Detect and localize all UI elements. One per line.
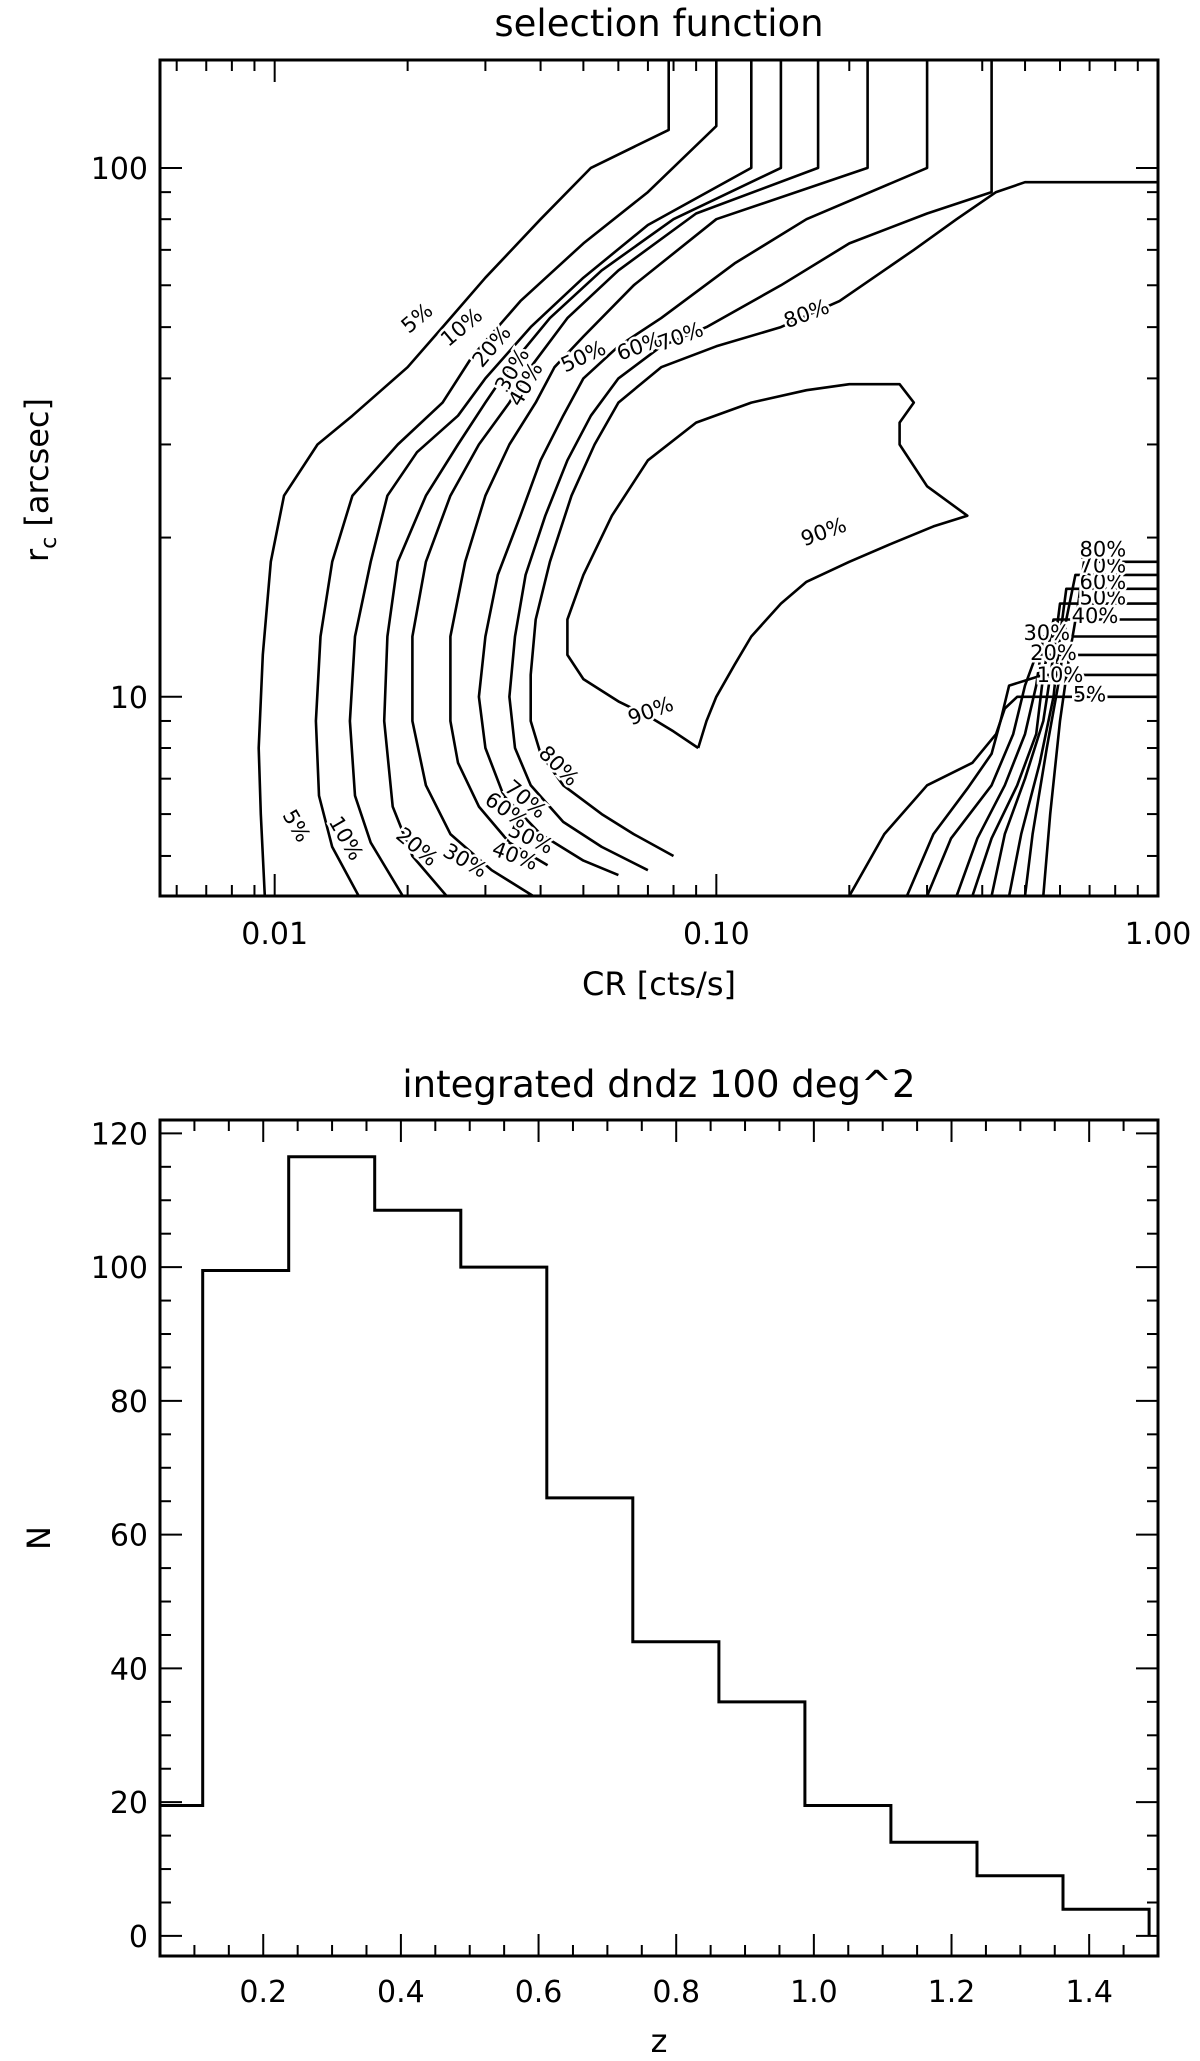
contour-10pct-lower: [905, 673, 1158, 897]
contour-70pct-lower: [1023, 573, 1158, 897]
x-tick-label: 1.0: [790, 1975, 838, 2010]
y-tick-label: 80: [110, 1385, 148, 1420]
contour-label: 50%: [1079, 586, 1126, 610]
contour-label: 30%: [1023, 621, 1070, 645]
histogram-bin: [375, 1210, 461, 1956]
y-tick-label: 100: [91, 1251, 148, 1286]
contour-label: 30%: [439, 839, 491, 883]
contour-lines: [257, 60, 1158, 898]
histogram-bin: [633, 1642, 719, 1956]
axis-ticks: [160, 1120, 1158, 1956]
histogram-bin: [203, 1270, 289, 1956]
contour-label: 5%: [278, 805, 315, 846]
chart-title: integrated dndz 100 deg^2: [402, 1063, 915, 1106]
contour-20pct: [348, 60, 753, 897]
plot-frame: [158, 1118, 1160, 1958]
histogram-bin: [977, 1876, 1063, 1956]
contour-80pct-lower: [1042, 560, 1158, 897]
contour-label: 10%: [1037, 663, 1084, 687]
y-tick-label: 60: [110, 1519, 148, 1554]
contour-30pct-lower: [955, 635, 1158, 897]
histogram-bin: [461, 1267, 547, 1956]
histogram-bin: [289, 1157, 375, 1956]
histogram-bins: [160, 1157, 1149, 1956]
histogram-bin: [805, 1806, 891, 1956]
dndz-histogram-chart: integrated dndz 100 deg^2 0.2 0.4 0.6 0.8 1.…: [20, 1063, 1160, 2060]
y-tick-label: 40: [110, 1652, 148, 1687]
x-axis-label: CR [cts/s]: [582, 965, 736, 1003]
contour-label: 90%: [798, 513, 850, 552]
histogram-bin: [547, 1498, 633, 1956]
contour-80pct: [529, 180, 1158, 858]
contour-5pct-lower: [848, 695, 1158, 897]
contour-50pct: [449, 60, 869, 867]
x-tick-label: 0.2: [239, 1975, 287, 2010]
y-tick-label: 100: [91, 152, 148, 187]
x-tick-label: 0.10: [683, 917, 750, 952]
contour-10pct: [314, 60, 718, 897]
y-tick-label: 20: [110, 1786, 148, 1821]
y-axis-label: N: [20, 1526, 58, 1550]
contour-label: 20%: [1030, 641, 1077, 665]
plot-frame: [158, 58, 1160, 898]
contour-5pct: [257, 60, 670, 897]
y-tick-label: 120: [91, 1117, 148, 1152]
x-tick-label: 1.4: [1065, 1975, 1113, 2010]
histogram-line: [160, 1155, 1151, 1936]
histogram-bin: [1063, 1909, 1149, 1956]
x-tick-label: 0.01: [241, 917, 308, 952]
y-axis-label-rest: [arcsec]: [18, 398, 56, 537]
contour-40pct-lower: [971, 618, 1158, 897]
y-tick-label: 10: [110, 681, 148, 716]
x-tick-label: 1.2: [928, 1975, 976, 2010]
contour-30pct: [382, 60, 783, 897]
y-axis-label: rc [arcsec]: [18, 398, 62, 562]
y-tick-labels: 0 20 40 60 80 100 120: [91, 1117, 148, 1955]
contour-label: 80%: [1079, 537, 1126, 561]
histogram-bin: [891, 1842, 977, 1956]
contour-40pct: [411, 60, 820, 898]
contour-label: 60%: [1079, 570, 1126, 594]
y-tick-label: 0: [129, 1920, 148, 1955]
x-axis-label: z: [651, 2022, 668, 2060]
contour-label: 20%: [391, 823, 442, 871]
contour-50pct-lower: [990, 602, 1158, 897]
histogram-bin: [160, 1806, 203, 1956]
contour-60pct: [477, 60, 929, 877]
contour-label: 70%: [655, 317, 707, 356]
contour-label: 70%: [1079, 554, 1126, 578]
x-tick-label: 1.00: [1125, 917, 1192, 952]
y-axis-label-sub: c: [37, 537, 62, 549]
x-tick-labels: 0.01 0.10 1.00: [241, 917, 1191, 952]
x-tick-label: 0.8: [652, 1975, 700, 2010]
contour-label: 50%: [557, 336, 609, 377]
y-tick-labels: 10 100: [91, 152, 148, 716]
y-axis-label-main: r: [18, 548, 56, 562]
x-tick-label: 0.4: [377, 1975, 425, 2010]
contour-label: 5%: [1073, 682, 1106, 706]
x-tick-labels: 0.2 0.4 0.6 0.8 1.0 1.2 1.4: [239, 1975, 1113, 2010]
chart-title: selection function: [494, 2, 823, 45]
contour-label: 80%: [534, 741, 584, 791]
axis-ticks: [160, 60, 1159, 896]
contour-label: 80%: [780, 294, 832, 333]
selection-function-chart: selection function 5%5%5%10%10%10%20%20%…: [18, 2, 1191, 1003]
x-tick-label: 0.6: [515, 1975, 563, 2010]
contour-20pct-lower: [925, 653, 1158, 897]
contour-label: 5%: [397, 298, 438, 338]
contour-label: 90%: [625, 692, 677, 731]
contour-90pct: [566, 382, 969, 750]
histogram-bin: [719, 1702, 805, 1956]
contour-60pct-lower: [1007, 587, 1158, 897]
contour-label: 40%: [1072, 604, 1119, 628]
contour-70pct: [508, 60, 993, 872]
